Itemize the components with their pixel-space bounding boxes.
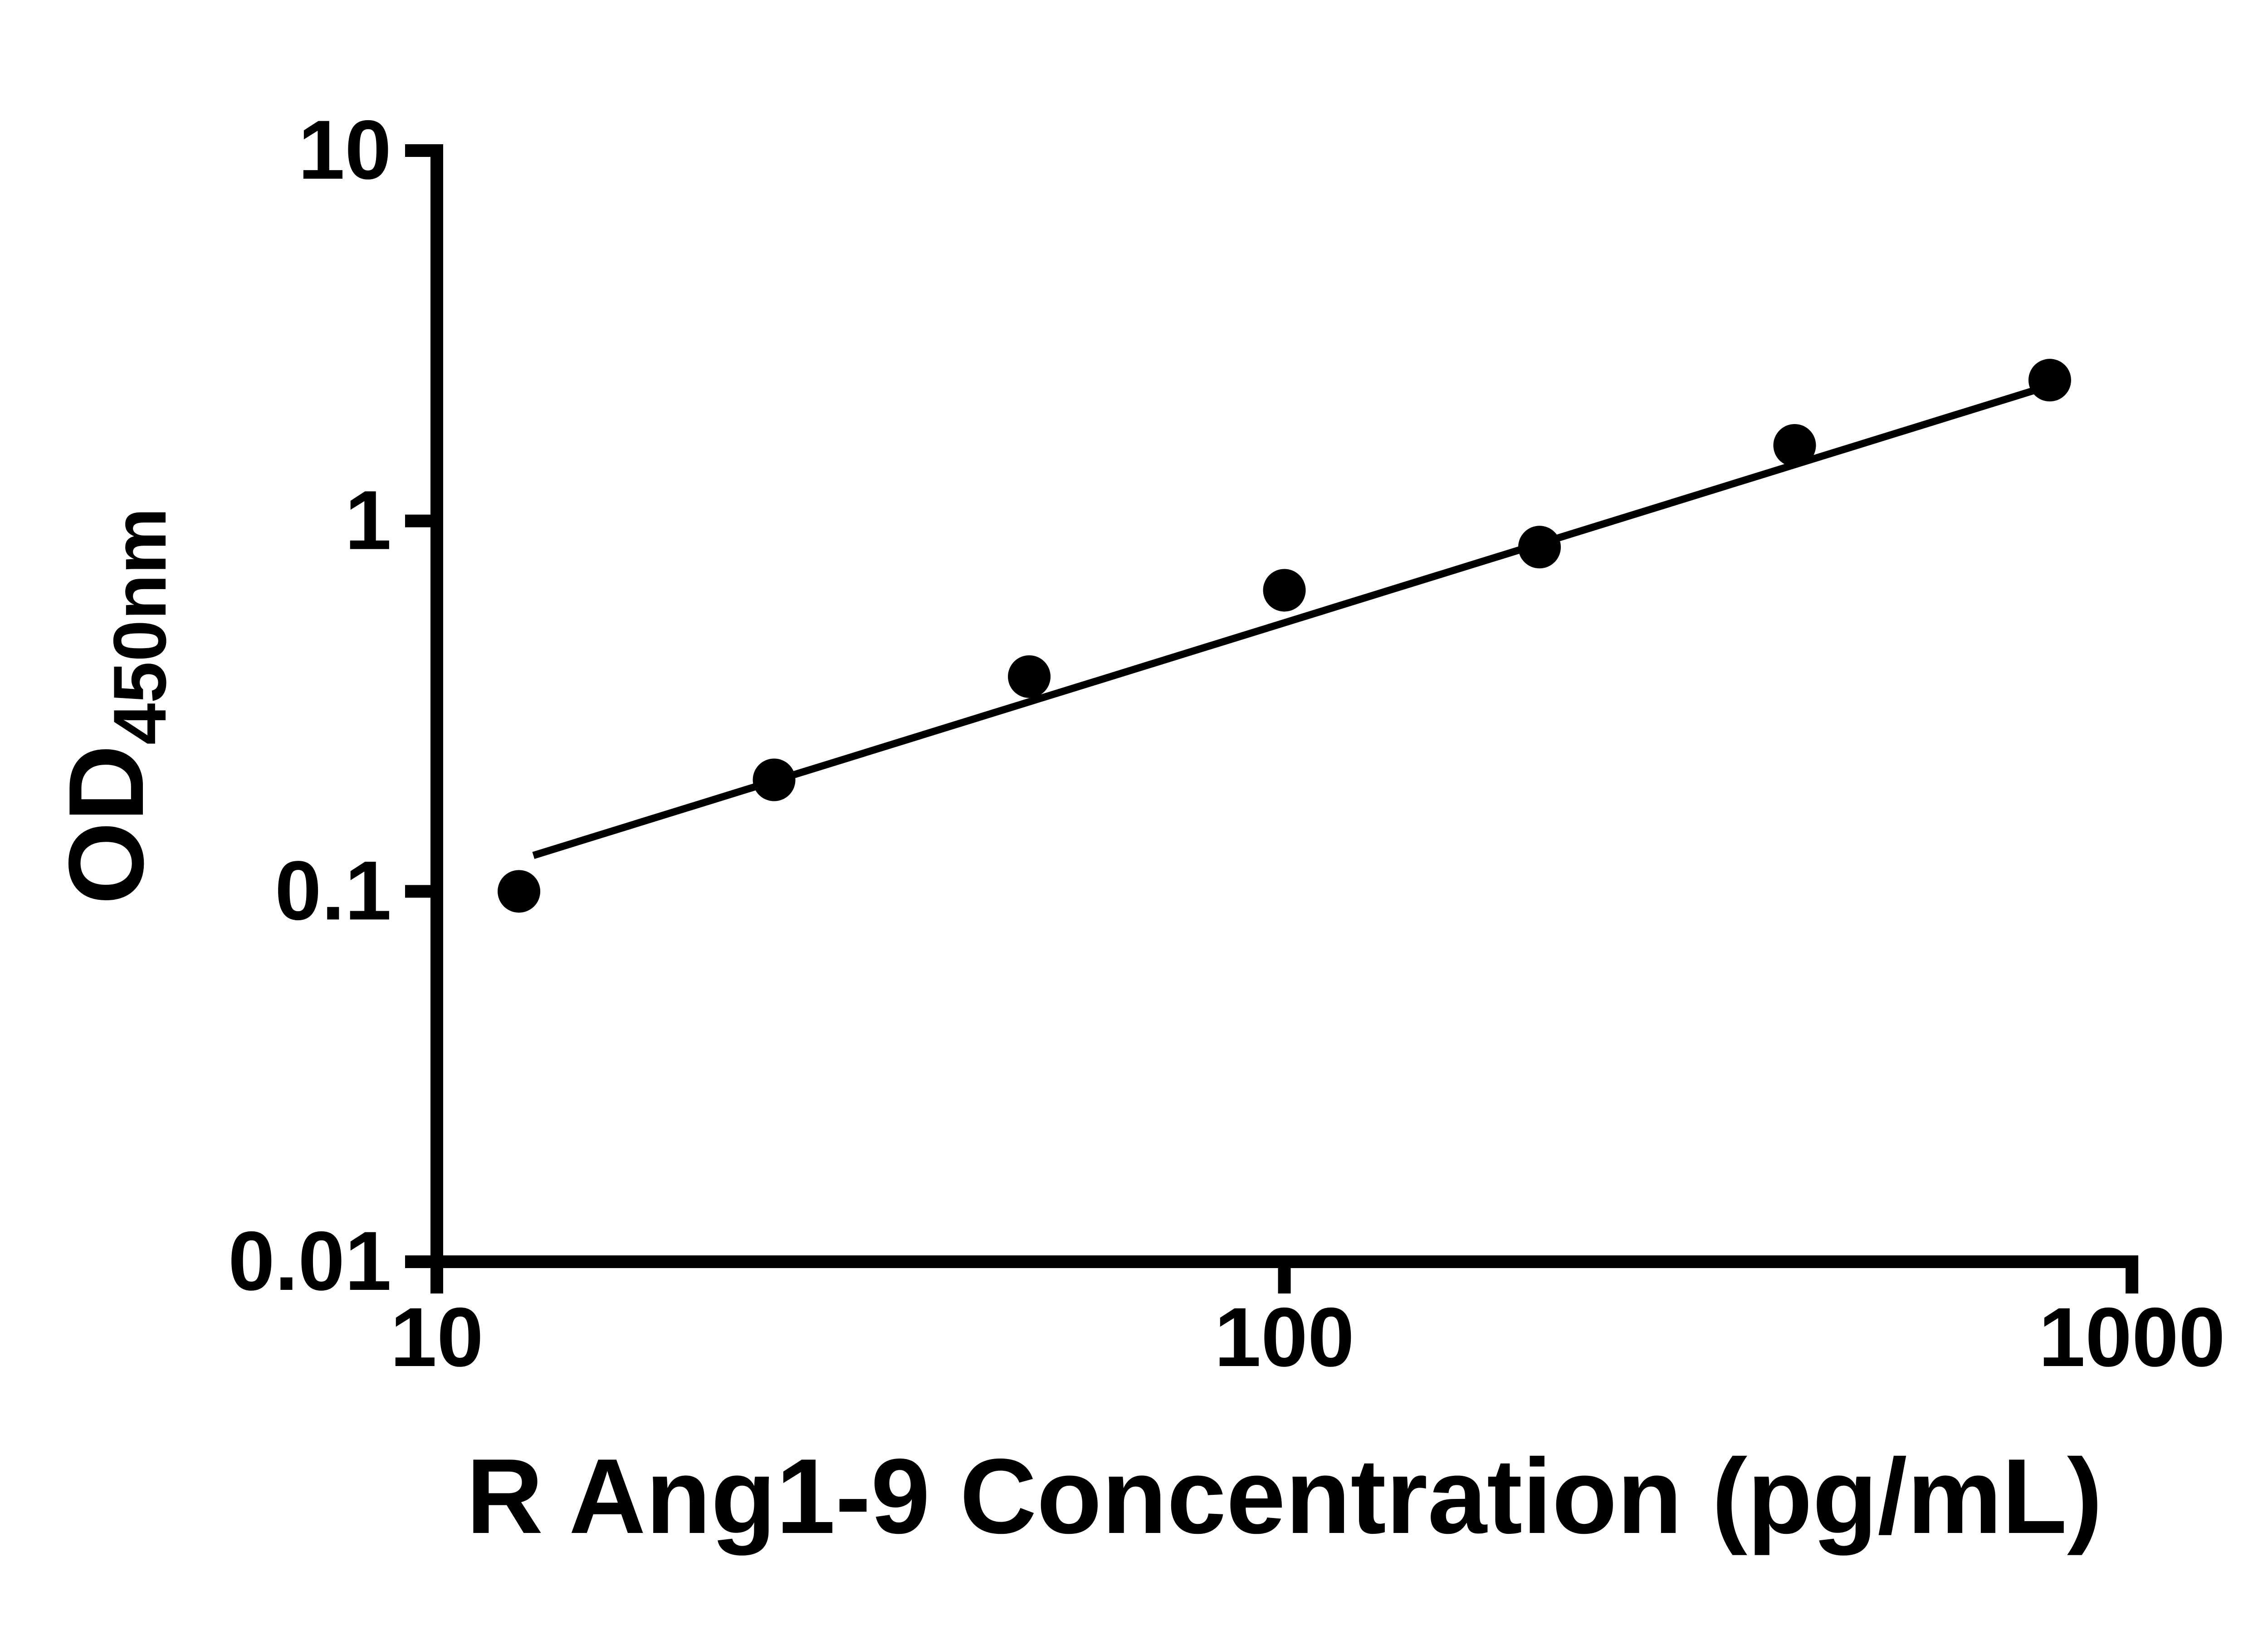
x-tick-label: 1000 — [2038, 1291, 2225, 1384]
data-point — [1518, 526, 1561, 569]
y-tick-label: 0.1 — [275, 844, 391, 937]
y-axis-title: OD450nm — [46, 508, 181, 904]
y-tick-label: 0.01 — [228, 1215, 391, 1308]
y-axis-title-subscript: 450nm — [98, 508, 181, 745]
data-point — [1263, 569, 1306, 612]
data-point — [1008, 655, 1051, 698]
x-tick-label: 100 — [1214, 1291, 1354, 1384]
x-axis-title: R Ang1-9 Concentration (pg/mL) — [466, 1436, 2103, 1556]
data-point — [1773, 424, 1816, 467]
data-point — [753, 758, 796, 801]
y-tick-label: 1 — [345, 474, 391, 567]
data-point — [2028, 359, 2071, 402]
y-axis-title-main: OD — [46, 745, 166, 905]
x-tick-label: 10 — [390, 1291, 484, 1384]
data-point — [498, 870, 541, 913]
y-tick-label: 10 — [298, 103, 391, 197]
